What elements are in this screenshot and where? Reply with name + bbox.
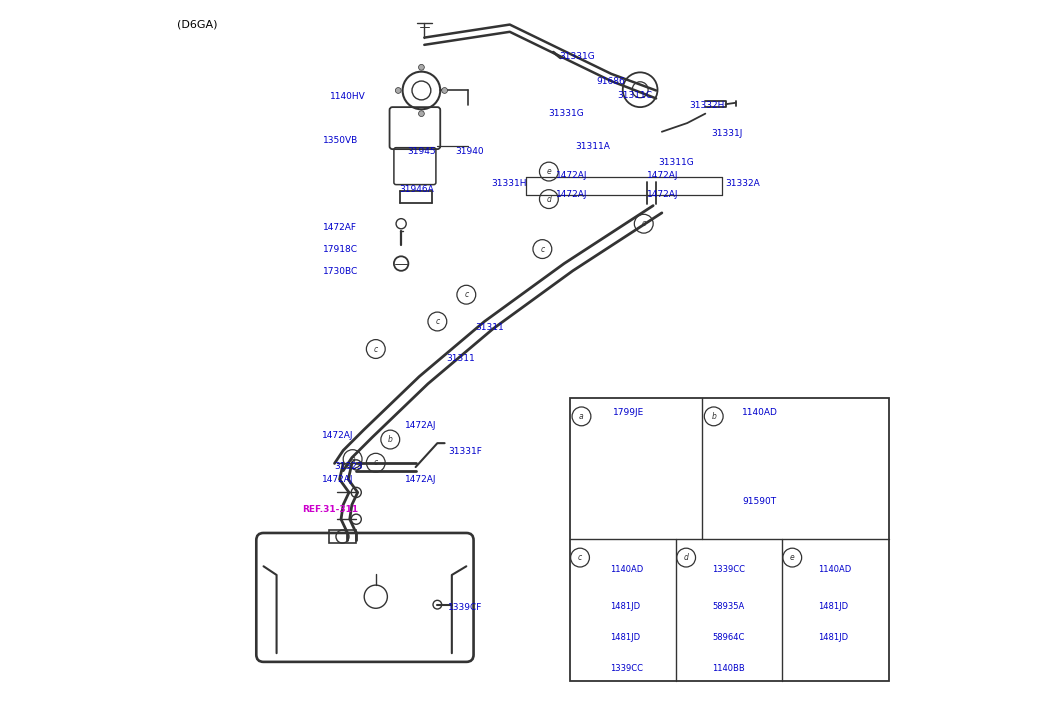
Text: e: e bbox=[546, 167, 552, 176]
Text: d: d bbox=[684, 553, 689, 562]
Text: b: b bbox=[388, 435, 392, 444]
Text: 31331G: 31331G bbox=[549, 109, 584, 119]
Text: 91590T: 91590T bbox=[742, 497, 776, 505]
Text: b: b bbox=[711, 412, 716, 421]
Text: 1140AD: 1140AD bbox=[610, 566, 643, 574]
Text: c: c bbox=[374, 458, 378, 467]
Text: 31311: 31311 bbox=[446, 354, 475, 363]
Text: 1472AJ: 1472AJ bbox=[321, 475, 353, 484]
Text: 31311A: 31311A bbox=[575, 142, 610, 150]
Text: 91686: 91686 bbox=[596, 77, 625, 87]
Text: a: a bbox=[579, 412, 584, 421]
Bar bbox=[328, 530, 356, 543]
Text: 1730BC: 1730BC bbox=[323, 267, 358, 276]
Text: 1339CC: 1339CC bbox=[610, 664, 643, 673]
Circle shape bbox=[419, 111, 424, 116]
Text: 1472AF: 1472AF bbox=[323, 223, 357, 232]
Text: 17918C: 17918C bbox=[323, 244, 358, 254]
Text: 1339CF: 1339CF bbox=[449, 603, 483, 612]
Text: 1799JE: 1799JE bbox=[613, 409, 644, 417]
Text: 31331J: 31331J bbox=[711, 129, 742, 137]
Text: c: c bbox=[435, 317, 439, 326]
Text: 1140AD: 1140AD bbox=[819, 566, 851, 574]
Text: 1472AJ: 1472AJ bbox=[556, 172, 588, 180]
Circle shape bbox=[442, 87, 448, 93]
Text: 31311C: 31311C bbox=[617, 91, 652, 100]
Text: 1472AJ: 1472AJ bbox=[556, 190, 588, 199]
Text: 1481JD: 1481JD bbox=[610, 632, 640, 642]
Text: 1472AJ: 1472AJ bbox=[405, 475, 436, 484]
Text: 1472AJ: 1472AJ bbox=[405, 420, 436, 430]
Circle shape bbox=[419, 65, 424, 71]
Text: 1140BB: 1140BB bbox=[712, 664, 745, 673]
Text: c: c bbox=[374, 345, 378, 353]
Text: 1140AD: 1140AD bbox=[742, 409, 778, 417]
Text: 31332H: 31332H bbox=[690, 101, 725, 111]
Bar bbox=[570, 398, 889, 680]
Text: 31946A: 31946A bbox=[400, 185, 435, 194]
Text: 31331H: 31331H bbox=[492, 180, 527, 188]
Text: c: c bbox=[540, 244, 544, 254]
Text: 1472AJ: 1472AJ bbox=[321, 431, 353, 441]
Text: 1481JD: 1481JD bbox=[610, 602, 640, 611]
Text: 31940: 31940 bbox=[455, 147, 484, 156]
Text: 31332A: 31332A bbox=[725, 180, 760, 188]
Text: 1350VB: 1350VB bbox=[323, 136, 358, 145]
Text: a: a bbox=[351, 454, 355, 464]
Text: 31331F: 31331F bbox=[449, 447, 483, 457]
Text: 1481JD: 1481JD bbox=[819, 602, 848, 611]
Text: 1339CC: 1339CC bbox=[712, 566, 745, 574]
Text: REF.31-311: REF.31-311 bbox=[302, 505, 358, 514]
Text: 1472AJ: 1472AJ bbox=[647, 172, 679, 180]
Text: 1472AJ: 1472AJ bbox=[647, 190, 679, 199]
Text: 31945: 31945 bbox=[407, 147, 436, 156]
Text: (D6GA): (D6GA) bbox=[176, 20, 217, 30]
Text: c: c bbox=[465, 290, 469, 300]
Text: 31323: 31323 bbox=[335, 462, 364, 471]
Circle shape bbox=[395, 87, 401, 93]
Text: 58964C: 58964C bbox=[712, 632, 744, 642]
Text: 31311: 31311 bbox=[475, 323, 504, 332]
Text: e: e bbox=[790, 553, 795, 562]
Text: 58935A: 58935A bbox=[712, 602, 744, 611]
Text: 1140HV: 1140HV bbox=[331, 92, 366, 102]
Text: c: c bbox=[578, 553, 583, 562]
Text: 31311G: 31311G bbox=[658, 158, 694, 166]
Text: 31331G: 31331G bbox=[559, 52, 595, 61]
Text: c: c bbox=[642, 220, 646, 228]
Text: 1481JD: 1481JD bbox=[819, 632, 848, 642]
Text: d: d bbox=[546, 195, 552, 204]
